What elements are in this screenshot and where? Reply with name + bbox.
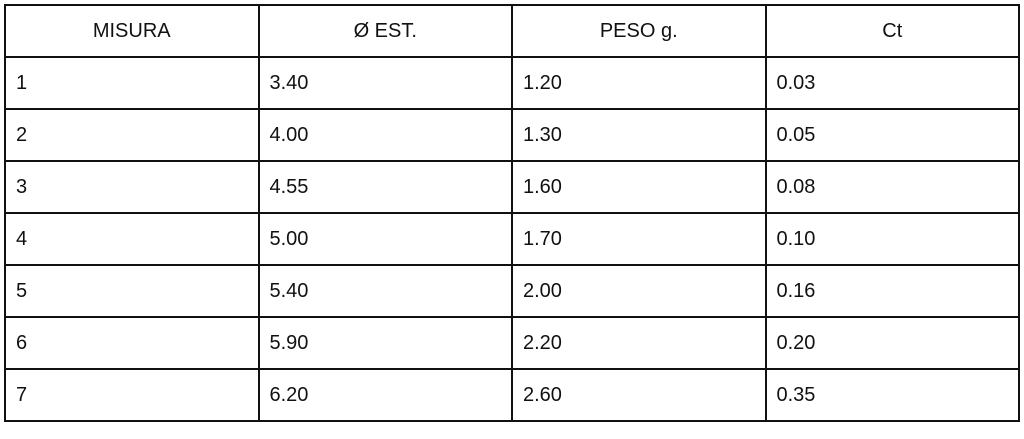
cell-ct: 0.20 [764,316,1020,370]
cell-diameter: 5.00 [257,212,513,266]
table-row: 7 6.20 2.60 0.35 [4,368,1020,422]
header-weight: PESO g. [511,4,767,58]
cell-diameter: 5.90 [257,316,513,370]
header-diameter: Ø EST. [257,4,513,58]
cell-weight: 1.30 [511,108,767,162]
cell-misura: 4 [4,212,260,266]
cell-weight: 2.00 [511,264,767,318]
cell-weight: 2.20 [511,316,767,370]
header-row: MISURA Ø EST. PESO g. Ct [4,4,1020,58]
cell-diameter: 5.40 [257,264,513,318]
table-row: 1 3.40 1.20 0.03 [4,56,1020,110]
cell-misura: 2 [4,108,260,162]
cell-ct: 0.03 [764,56,1020,110]
cell-ct: 0.16 [764,264,1020,318]
cell-diameter: 4.00 [257,108,513,162]
cell-ct: 0.08 [764,160,1020,214]
cell-misura: 5 [4,264,260,318]
cell-weight: 1.70 [511,212,767,266]
cell-ct: 0.35 [764,368,1020,422]
cell-diameter: 4.55 [257,160,513,214]
table-row: 3 4.55 1.60 0.08 [4,160,1020,214]
header-ct: Ct [764,4,1020,58]
cell-misura: 1 [4,56,260,110]
cell-weight: 1.60 [511,160,767,214]
size-table: MISURA Ø EST. PESO g. Ct 1 3.40 1.20 0.03 2 4… [4,4,1020,422]
table-row: 2 4.00 1.30 0.05 [4,108,1020,162]
cell-misura: 3 [4,160,260,214]
table-row: 4 5.00 1.70 0.10 [4,212,1020,266]
cell-diameter: 3.40 [257,56,513,110]
table-row: 6 5.90 2.20 0.20 [4,316,1020,370]
cell-weight: 2.60 [511,368,767,422]
cell-diameter: 6.20 [257,368,513,422]
cell-weight: 1.20 [511,56,767,110]
cell-ct: 0.10 [764,212,1020,266]
table-row: 5 5.40 2.00 0.16 [4,264,1020,318]
cell-misura: 6 [4,316,260,370]
cell-ct: 0.05 [764,108,1020,162]
cell-misura: 7 [4,368,260,422]
header-misura: MISURA [4,4,260,58]
